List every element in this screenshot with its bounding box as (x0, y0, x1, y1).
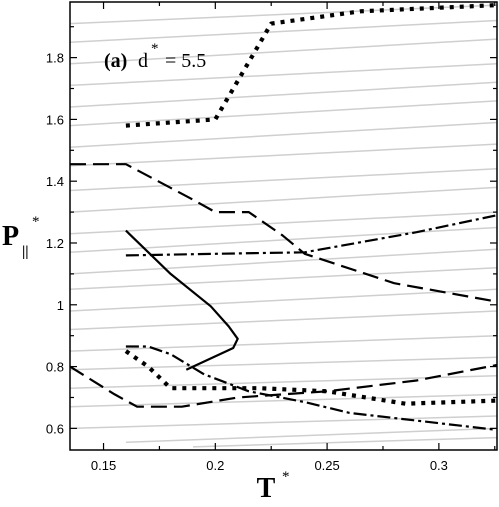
x-tick-label: 0.15 (91, 458, 116, 473)
series-line-2-dash-dot (125, 214, 497, 257)
background-line-12 (70, 168, 497, 192)
background-line-9 (70, 226, 497, 254)
plot-frame (69, 1, 498, 451)
y-axis-title-sup: * (32, 214, 40, 230)
x-tick-label: 0.3 (430, 458, 448, 473)
y-tick-label: 1 (57, 298, 64, 313)
y-tick-label: 0.6 (46, 421, 64, 436)
series-line-4-dash-dot (125, 345, 497, 431)
y-tick-label: 1.2 (46, 236, 64, 251)
series-line-1-dashed (70, 163, 497, 303)
background-line-21 (125, 427, 497, 444)
series-line-5-dashed (70, 363, 497, 408)
y-axis-title: P (2, 221, 19, 252)
background-line-3 (70, 356, 497, 371)
series-line-3-solid (125, 229, 239, 371)
background-line-22 (192, 436, 497, 448)
background-line-13 (70, 143, 497, 167)
annotation-sup: * (151, 41, 159, 57)
series-line-0-dotted (125, 3, 497, 128)
y-tick-label: 1.4 (46, 174, 64, 189)
background-line-17 (70, 63, 497, 87)
background-line-4 (70, 334, 497, 352)
y-tick-label: 1.6 (46, 112, 64, 127)
x-axis-title-sup: * (282, 469, 290, 485)
background-line-10 (70, 211, 497, 235)
data-series (70, 3, 497, 431)
background-line-5 (70, 310, 497, 331)
background-line-15 (70, 100, 497, 127)
axis-ticks: 0.15 0.2 0.25 0.3 0.6 0.8 1 1.2 1.4 1.6 1.8 (46, 2, 497, 473)
background-line-18 (70, 38, 497, 65)
background-line-1 (70, 393, 497, 408)
background-line-11 (70, 186, 497, 213)
background-line-20 (70, 4, 497, 25)
background-line-0 (70, 415, 497, 430)
y-tick-label: 1.8 (46, 51, 64, 66)
x-tick-label: 0.2 (206, 458, 224, 473)
x-tick-label: 0.25 (314, 458, 339, 473)
annotation-label: (a) (104, 50, 127, 72)
y-axis-title-sub: || (22, 244, 29, 260)
background-line-19 (70, 19, 497, 43)
background-lines (70, 4, 497, 448)
x-axis-title: T (257, 473, 276, 504)
background-line-6 (70, 288, 497, 312)
background-line-8 (70, 248, 497, 275)
annotation-text: d (138, 50, 148, 72)
background-line-14 (70, 121, 497, 148)
annotation-value: = 5.5 (165, 50, 206, 72)
y-tick-label: 0.8 (46, 360, 64, 375)
background-line-16 (70, 81, 497, 108)
background-line-7 (70, 266, 497, 291)
